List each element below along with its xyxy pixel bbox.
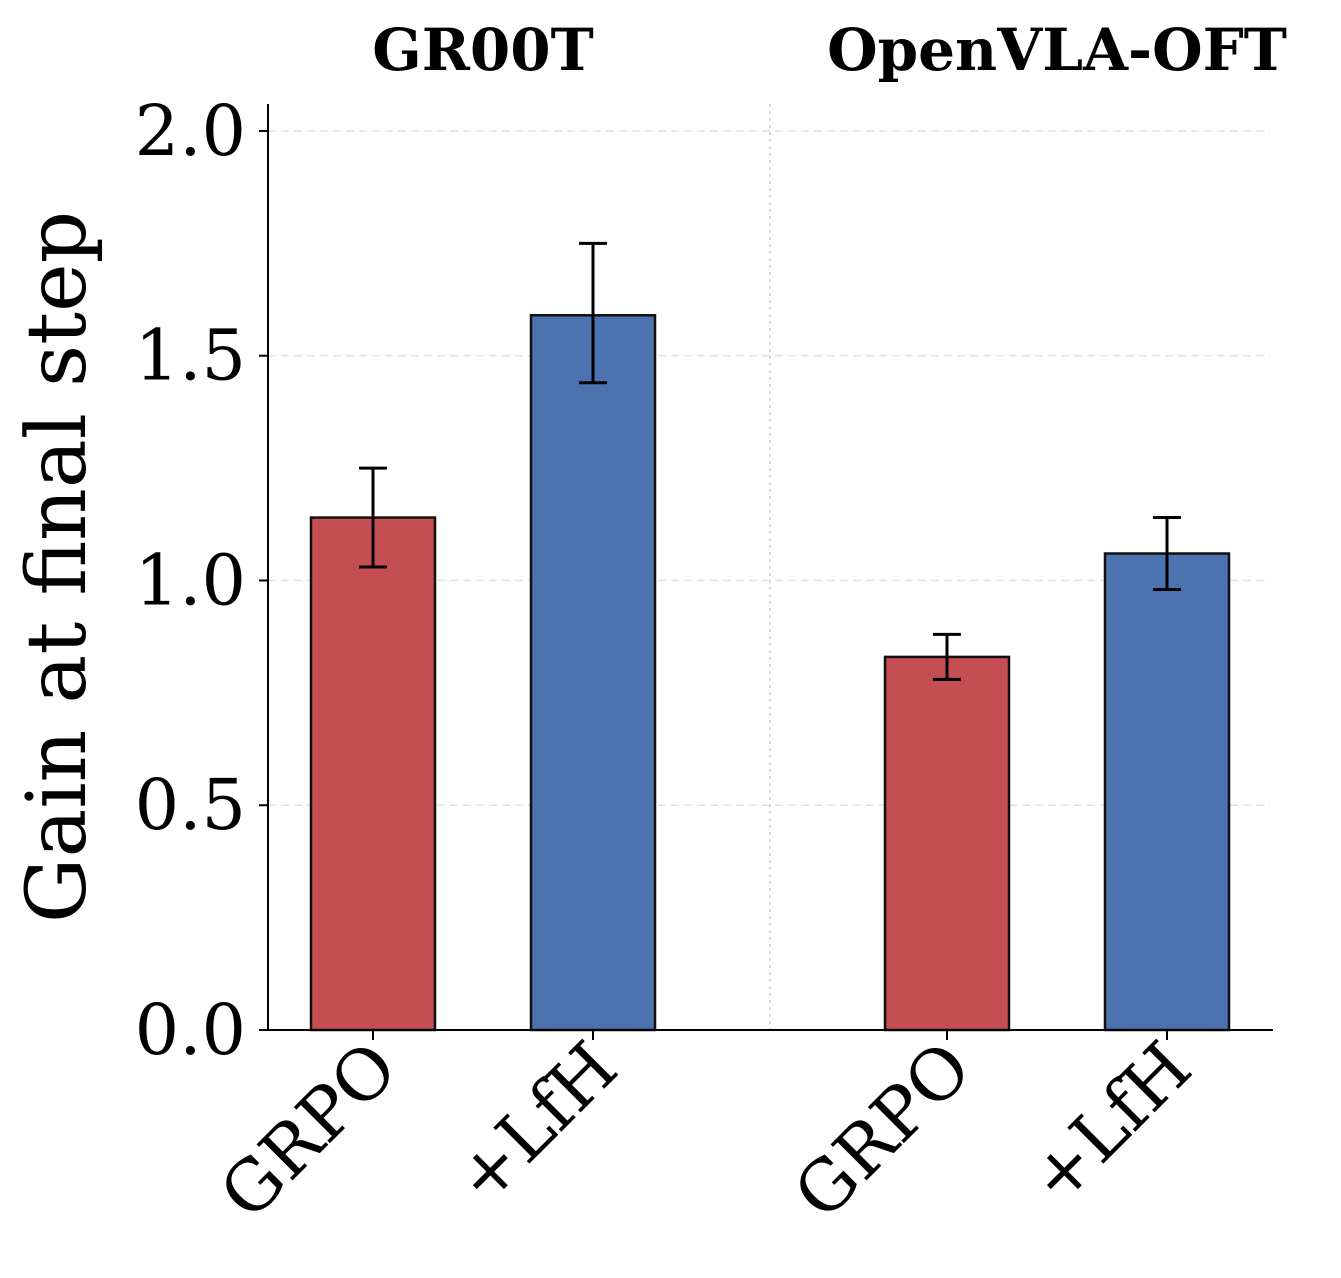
bar-openvla-oft-lfh bbox=[1103, 552, 1231, 1032]
bars bbox=[309, 241, 1231, 1032]
bar-gr00t-grpo bbox=[309, 516, 437, 1032]
x-tick-label: +LfH bbox=[439, 1026, 633, 1220]
y-tick-label: 0.0 bbox=[135, 989, 246, 1071]
bar-openvla-oft-grpo bbox=[883, 655, 1011, 1032]
y-axis-label: Gain at final step bbox=[10, 211, 105, 923]
y-tick-label: 0.5 bbox=[135, 764, 246, 846]
y-tick-label: 1.5 bbox=[135, 315, 246, 397]
x-tick-label: +LfH bbox=[1013, 1026, 1207, 1220]
group-title: GR00T bbox=[372, 16, 594, 84]
group-title: OpenVLA-OFT bbox=[827, 16, 1287, 84]
grid-lines bbox=[268, 104, 1270, 1030]
bar-gr00t-lfh bbox=[529, 314, 657, 1032]
y-tick-label: 1.0 bbox=[135, 539, 246, 621]
x-tick-label: GRPO bbox=[778, 1026, 987, 1235]
y-tick-label: 2.0 bbox=[135, 90, 246, 172]
axes bbox=[259, 104, 1273, 1040]
